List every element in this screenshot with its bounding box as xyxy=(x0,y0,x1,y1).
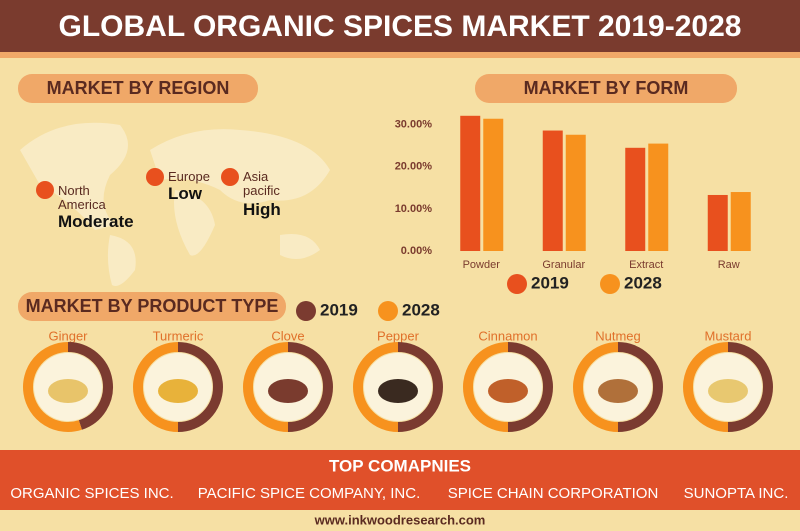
bar xyxy=(707,194,728,251)
header-bar xyxy=(0,0,800,52)
spice-icon xyxy=(598,379,638,403)
companies-title: TOP COMAPNIES xyxy=(329,456,471,475)
product-name: Pepper xyxy=(377,328,420,343)
donut-2028 xyxy=(243,342,289,432)
donut-2028 xyxy=(133,342,179,432)
donut-2028 xyxy=(23,342,82,432)
bar xyxy=(625,147,646,251)
form-pill xyxy=(475,74,737,103)
product-name: Ginger xyxy=(48,328,88,343)
x-tick-label: Raw xyxy=(718,259,740,271)
y-tick-label: 10.00% xyxy=(395,203,433,215)
bar xyxy=(648,143,669,251)
company-name: ORGANIC SPICES INC. xyxy=(10,485,173,502)
product-title: MARKET BY PRODUCT TYPE xyxy=(26,296,279,316)
donut-2019 xyxy=(67,342,113,430)
legend-swatch xyxy=(296,301,316,321)
company-name: SPICE CHAIN CORPORATION xyxy=(448,485,659,502)
donut-2019 xyxy=(617,342,663,432)
bar xyxy=(542,130,563,251)
legend-swatch xyxy=(600,274,620,294)
donut-2019 xyxy=(177,342,223,432)
spice-icon xyxy=(378,379,418,403)
donut-2019 xyxy=(727,342,773,432)
y-tick-label: 0.00% xyxy=(401,245,432,257)
region-level: High xyxy=(243,200,281,219)
legend-label: 2019 xyxy=(320,300,358,319)
spice-icon xyxy=(708,379,748,403)
spice-icon xyxy=(488,379,528,403)
company-name: PACIFIC SPICE COMPANY, INC. xyxy=(198,485,421,502)
donut-2028 xyxy=(463,342,509,432)
product-name: Clove xyxy=(271,328,304,343)
title: GLOBAL ORGANIC SPICES MARKET 2019-2028 xyxy=(59,10,742,43)
bar xyxy=(565,134,586,251)
x-tick-label: Powder xyxy=(463,259,501,271)
product-name: Turmeric xyxy=(153,328,204,343)
product-pill xyxy=(18,292,286,321)
region-dot xyxy=(221,168,239,186)
footer-url: www.inkwoodresearch.com xyxy=(314,512,486,527)
bar xyxy=(483,118,504,251)
company-name: SUNOPTA INC. xyxy=(684,485,789,502)
x-tick-label: Granular xyxy=(542,259,585,271)
donut-2019 xyxy=(397,342,443,432)
region-pill xyxy=(18,74,258,103)
region-level: Moderate xyxy=(58,212,134,231)
region-dot xyxy=(146,168,164,186)
region-level: Low xyxy=(168,184,202,203)
product-name: Nutmeg xyxy=(595,328,641,343)
spice-icon xyxy=(48,379,88,403)
product-name: Cinnamon xyxy=(478,328,537,343)
donut-2028 xyxy=(353,342,399,432)
bar xyxy=(730,192,751,251)
y-tick-label: 20.00% xyxy=(395,161,433,173)
header-stripe xyxy=(0,52,800,58)
legend-label: 2028 xyxy=(402,300,440,319)
region-title: MARKET BY REGION xyxy=(47,78,230,98)
donut-2028 xyxy=(683,342,729,432)
spice-icon xyxy=(268,379,308,403)
region-name: Europe xyxy=(168,169,210,184)
legend-swatch xyxy=(507,274,527,294)
form-title: MARKET BY FORM xyxy=(524,78,689,98)
legend-label: 2028 xyxy=(624,273,662,292)
x-tick-label: Extract xyxy=(629,259,663,271)
donut-2028 xyxy=(573,342,619,432)
legend-swatch xyxy=(378,301,398,321)
region-name: Asia pacific xyxy=(243,169,280,198)
region-name: North America xyxy=(58,183,106,212)
region-dot xyxy=(36,181,54,199)
donut-2019 xyxy=(507,342,553,432)
donut-2019 xyxy=(287,342,333,432)
legend-label: 2019 xyxy=(531,273,569,292)
companies-band xyxy=(0,450,800,510)
y-tick-label: 30.00% xyxy=(395,119,433,131)
world-map xyxy=(20,122,330,286)
bar xyxy=(460,115,481,251)
spice-icon xyxy=(158,379,198,403)
product-name: Mustard xyxy=(705,328,752,343)
